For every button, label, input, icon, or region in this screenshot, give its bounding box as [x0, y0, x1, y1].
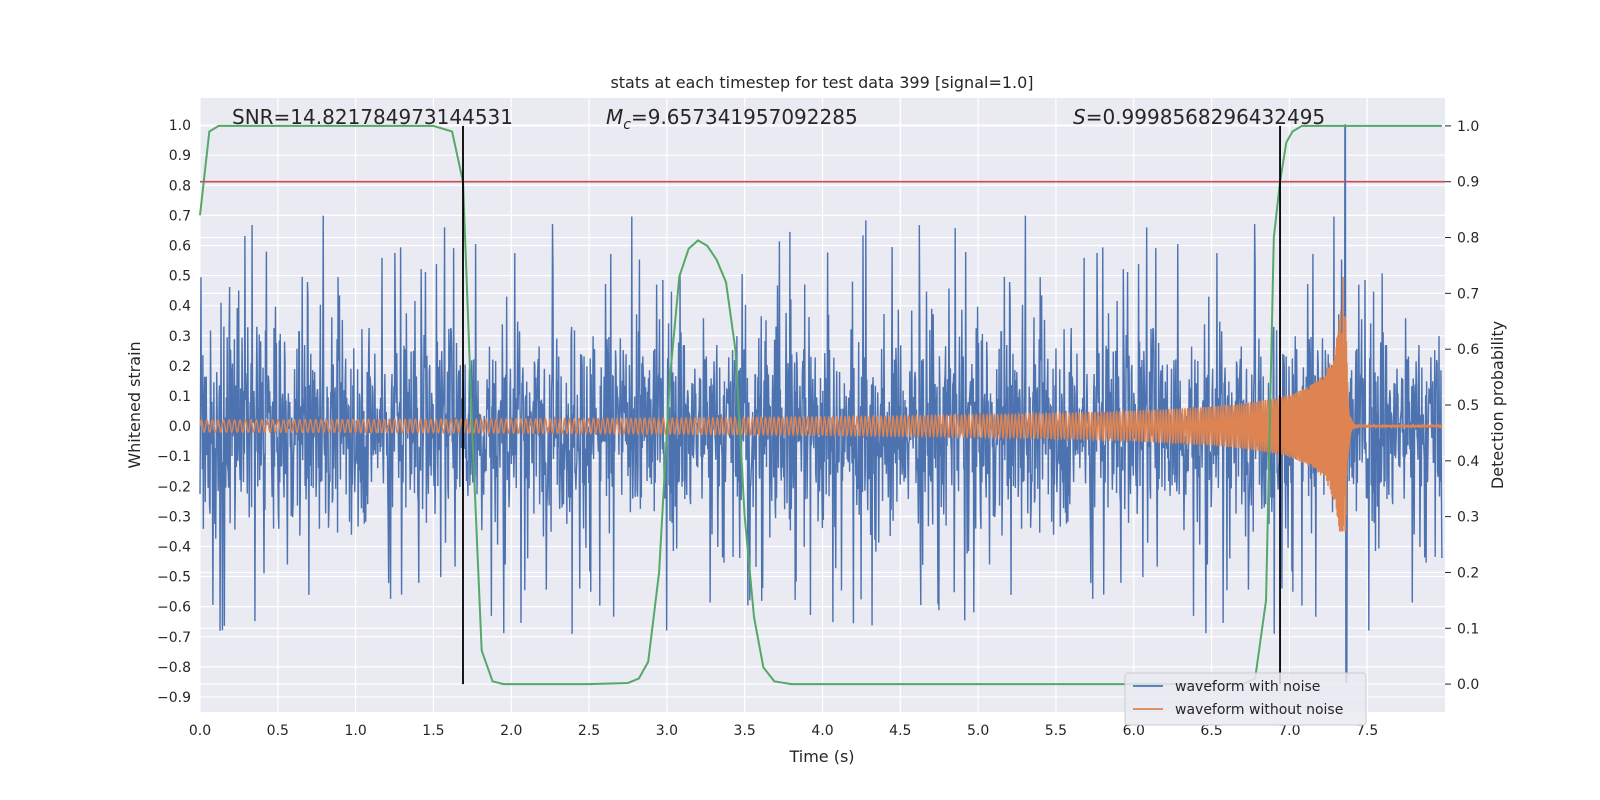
x-tick-label: 4.0 — [811, 723, 833, 739]
s-symbol: S — [1073, 105, 1086, 129]
legend-label-clean: waveform without noise — [1175, 702, 1343, 718]
chirp-mass-annotation: Mc=9.657341957092285 — [606, 105, 858, 133]
legend-box — [1124, 672, 1367, 726]
y-right-tick-label: 0.9 — [1457, 175, 1479, 191]
x-tick-label: 2.0 — [500, 723, 522, 739]
x-tick-label: 0.0 — [189, 723, 211, 739]
chart-title: stats at each timestep for test data 399… — [610, 73, 1033, 92]
y-right-tick-label: 1.0 — [1457, 119, 1479, 135]
y-left-tick-label: −0.4 — [157, 539, 191, 555]
y-right-tick-label: 0.7 — [1457, 286, 1479, 302]
clean-waveform-line — [199, 276, 1443, 532]
y-left-tick-label: −0.5 — [157, 570, 191, 586]
y-left-tick-label: −0.7 — [157, 630, 191, 646]
markers — [200, 125, 1445, 685]
y-left-tick-label: 0.3 — [169, 329, 191, 345]
mc-symbol: M — [606, 105, 623, 129]
y-left-tick-label: 0.2 — [169, 359, 191, 375]
mc-subscript: c — [623, 117, 631, 133]
x-tick-label: 7.5 — [1356, 723, 1378, 739]
x-tick-label: 1.0 — [344, 723, 366, 739]
y-right-tick-label: 0.1 — [1457, 621, 1479, 637]
y-right-tick-label: 0.8 — [1457, 231, 1479, 247]
y-left-tick-label: −0.9 — [157, 690, 191, 706]
x-tick-label: 6.5 — [1200, 723, 1222, 739]
x-tick-label: 0.5 — [267, 723, 289, 739]
probability-line — [199, 124, 1442, 686]
x-tick-label: 5.0 — [967, 723, 989, 739]
y-right-tick-label: 0.4 — [1457, 454, 1479, 470]
y-left-tick-label: −0.6 — [157, 600, 191, 616]
series-detection-probability — [199, 124, 1442, 686]
x-tick-label: 6.0 — [1123, 723, 1145, 739]
y-left-tick-label: −0.8 — [157, 660, 191, 676]
y-left-tick-label: 0.5 — [169, 269, 191, 285]
x-tick-label: 4.5 — [889, 723, 911, 739]
legend-label-noise: waveform with noise — [1175, 679, 1320, 695]
series-waveform-without-noise — [199, 276, 1443, 532]
y-right-tick-label: 0.5 — [1457, 398, 1479, 414]
y-left-tick-label: 0.8 — [169, 178, 191, 194]
x-tick-label: 3.0 — [656, 723, 678, 739]
x-axis-label: Time (s) — [788, 747, 854, 766]
y-right-tick-label: 0.6 — [1457, 342, 1479, 358]
score-annotation: S=0.9998568296432495 — [1073, 105, 1325, 129]
y-right-tick-label: 0.2 — [1457, 565, 1479, 581]
y-left-tick-label: −0.3 — [157, 509, 191, 525]
x-tick-label: 3.5 — [734, 723, 756, 739]
y-left-tick-label: 0.6 — [169, 238, 191, 254]
x-tick-labels: 0.0 0.5 1.0 1.5 2.0 2.5 3.0 3.5 4.0 4.5 5.0 5.5 6.0 6… — [189, 723, 1378, 739]
snr-annotation: SNR=14.821784973144531 — [232, 105, 513, 129]
y-right-tick-label: 0.0 — [1457, 677, 1479, 693]
y-left-tick-label: −0.2 — [157, 479, 191, 495]
x-tick-label: 5.5 — [1045, 723, 1067, 739]
y-left-tick-label: 0.4 — [169, 299, 191, 315]
y-left-tick-label: 0.0 — [169, 419, 191, 435]
x-tick-label: 7.0 — [1278, 723, 1300, 739]
x-tick-label: 2.5 — [578, 723, 600, 739]
s-value: =0.9998568296432495 — [1086, 105, 1325, 129]
y-left-tick-label: 0.7 — [169, 208, 191, 224]
y-right-tick-labels: 0.0 0.1 0.2 0.3 0.4 0.5 0.6 0.7 0.8 0.9 1.0 — [1445, 119, 1479, 693]
y-left-tick-label: 0.9 — [169, 148, 191, 164]
x-tick-label: 1.5 — [422, 723, 444, 739]
mc-value: =9.657341957092285 — [631, 105, 858, 129]
y-left-tick-label: 0.1 — [169, 389, 191, 405]
y-right-axis-label: Detection probability — [1488, 321, 1507, 489]
y-left-tick-labels: −0.9 −0.8 −0.7 −0.6 −0.5 −0.4 −0.3 −0.2 −0.1 0.0 0… — [157, 118, 191, 706]
y-left-axis-label: Whitened strain — [125, 341, 144, 468]
legend: waveform with noise waveform without noi… — [1124, 672, 1367, 726]
y-left-tick-label: 1.0 — [169, 118, 191, 134]
y-right-tick-label: 0.3 — [1457, 510, 1479, 526]
y-left-tick-label: −0.1 — [157, 449, 191, 465]
